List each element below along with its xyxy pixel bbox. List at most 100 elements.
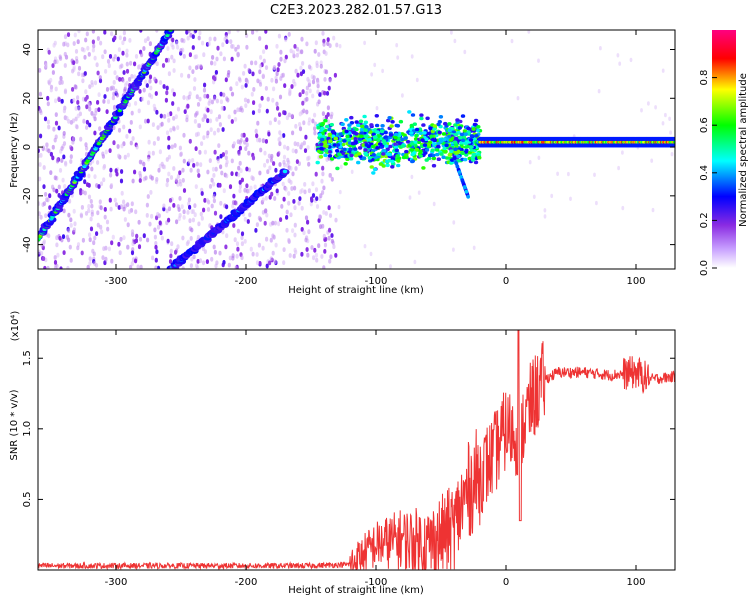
heatmap-cell <box>145 83 149 88</box>
heatmap-cell <box>176 106 181 112</box>
colorbar-tick-label: 0.8 <box>699 70 710 86</box>
heatmap-cell <box>69 217 73 223</box>
heatmap-cell <box>57 96 61 101</box>
heatmap-cell <box>101 54 105 60</box>
heatmap-cell <box>125 61 129 67</box>
heatmap-cell <box>274 167 278 173</box>
heatmap-cell <box>300 49 304 55</box>
heatmap-cell <box>206 207 211 212</box>
heatmap-cell <box>218 250 222 256</box>
heatmap-cell <box>289 166 293 171</box>
heatmap-cell <box>90 111 94 116</box>
heatmap-cell <box>291 228 295 234</box>
heatmap-cell <box>156 136 160 142</box>
heatmap-cell <box>437 130 442 135</box>
heatmap-cell <box>165 182 169 188</box>
heatmap-cell <box>210 203 214 209</box>
heatmap-cell <box>123 154 127 160</box>
heatmap-cell <box>58 235 62 241</box>
heatmap-cell <box>386 118 391 123</box>
heatmap-cell <box>321 190 325 195</box>
heatmap-cell <box>85 145 89 151</box>
heatmap-cell <box>117 241 121 247</box>
heatmap-cell <box>324 144 329 149</box>
heatmap-cell <box>97 92 101 97</box>
heatmap-cell <box>76 245 80 251</box>
heatmap-cell <box>172 116 176 121</box>
heatmap-cell <box>211 55 215 60</box>
heatmap-cell <box>206 93 210 99</box>
heatmap-cell <box>282 169 288 174</box>
heatmap-cell <box>537 155 541 160</box>
heatmap-cell <box>202 207 206 213</box>
heatmap-cell <box>306 252 310 258</box>
heatmap-cell <box>311 93 315 99</box>
heatmap-cell <box>194 30 198 33</box>
heatmap-cell <box>181 235 185 241</box>
heatmap-cell <box>77 65 82 71</box>
heatmap-cell <box>54 98 58 104</box>
heatmap-cell <box>464 189 469 194</box>
heatmap-cell <box>332 244 336 250</box>
heatmap-cell <box>256 120 260 126</box>
heatmap-cell <box>81 237 85 243</box>
heatmap-cell <box>268 260 272 266</box>
heatmap-cell <box>369 123 374 127</box>
heatmap-cell <box>290 113 294 119</box>
heatmap-cell <box>93 55 97 61</box>
heatmap-cell <box>305 109 309 115</box>
heatmap-cell <box>457 136 463 140</box>
heatmap-cell <box>640 108 643 113</box>
heatmap-cell <box>441 155 446 159</box>
heatmap-cell <box>427 153 433 158</box>
heatmap-cell <box>159 230 163 236</box>
heatmap-cell <box>197 35 201 41</box>
heatmap-cell <box>462 129 468 133</box>
heatmap-cell <box>99 181 104 187</box>
heatmap-cell <box>301 89 305 95</box>
heatmap-cell <box>263 220 267 226</box>
heatmap-cell <box>47 148 51 154</box>
heatmap-cell <box>54 112 58 117</box>
heatmap-cell <box>85 104 89 110</box>
heatmap-cell <box>225 204 229 210</box>
heatmap-cell <box>424 148 430 152</box>
heatmap-cell <box>292 199 296 204</box>
heatmap-cell <box>528 160 532 165</box>
heatmap-cell <box>476 125 481 129</box>
heatmap-cell <box>360 124 365 129</box>
heatmap-cell <box>138 159 142 165</box>
heatmap-cell <box>210 60 214 66</box>
heatmap-cell <box>395 43 399 48</box>
heatmap-cell <box>239 138 243 143</box>
heatmap-cell <box>327 154 333 158</box>
heatmap-cell <box>322 265 326 269</box>
heatmap-cell <box>157 167 161 173</box>
heatmap-cell <box>66 32 71 37</box>
heatmap-cell <box>83 179 87 185</box>
heatmap-cell <box>261 197 265 203</box>
y-tick-label: 40 <box>22 43 33 56</box>
heatmap-cell <box>321 30 325 36</box>
heatmap-cell <box>115 92 119 98</box>
heatmap-cell <box>240 235 244 241</box>
heatmap-cell <box>108 148 112 154</box>
heatmap-cell <box>83 54 87 60</box>
heatmap-cell <box>171 37 175 43</box>
heatmap-cell <box>457 170 462 174</box>
heatmap-cell <box>178 196 182 201</box>
heatmap-cell <box>279 217 283 223</box>
heatmap-cell <box>263 162 267 168</box>
heatmap-cell <box>347 126 352 131</box>
heatmap-cell <box>186 35 190 41</box>
heatmap-cell <box>472 122 478 127</box>
heatmap-cell <box>195 263 199 269</box>
heatmap-cell <box>118 35 122 41</box>
heatmap-cell <box>76 39 80 45</box>
heatmap-cell <box>251 155 256 161</box>
heatmap-cell <box>98 75 102 80</box>
heatmap-cell <box>105 109 109 114</box>
heatmap-cell <box>85 125 89 130</box>
x-tick-label: -200 <box>235 276 258 287</box>
heatmap-cell <box>295 46 300 52</box>
